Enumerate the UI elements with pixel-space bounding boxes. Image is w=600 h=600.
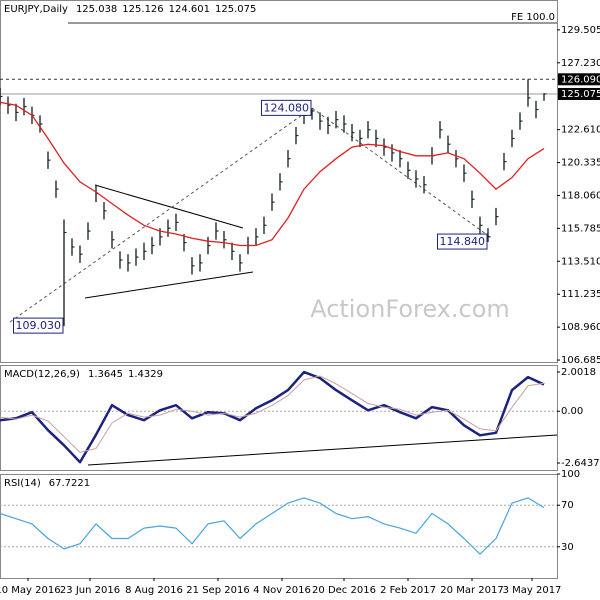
annotation-box (13, 317, 64, 334)
y-tick-label: 106.685 (561, 355, 600, 366)
x-tick-label: 8 Aug 2016 (125, 585, 183, 596)
x-tick-label: 10 May 2016 (0, 585, 61, 596)
dashed-trend (311, 107, 491, 238)
y-tick-label: 108.960 (561, 322, 600, 333)
annotation-label: 124.080 (264, 101, 310, 114)
panel-title-name: RSI(14) (4, 478, 41, 489)
x-tick-label: 23 Jun 2016 (60, 585, 120, 596)
trendlines (9, 107, 558, 466)
x-tick-label: 3 May 2017 (503, 585, 562, 596)
price-panel (0, 0, 558, 363)
y-tick-label: 30 (561, 542, 574, 553)
y-tick-label: 70 (561, 500, 574, 511)
header-value: 1.4329 (128, 369, 163, 380)
header-value: 125.075 (215, 4, 256, 15)
indicator-line (0, 370, 545, 464)
header-value: 125.126 (122, 4, 163, 15)
header-value: 67.7221 (49, 478, 90, 489)
macd-trendline (87, 434, 558, 466)
annotation-box (437, 233, 488, 250)
macd-panel (0, 365, 558, 471)
fe-label: FE 100.0 (511, 12, 555, 23)
annotation-label: 109.030 (16, 319, 62, 332)
watermark: ActionForex.com (310, 295, 510, 323)
y-tick-label: 129.505 (561, 25, 600, 36)
x-tick-label: 4 Nov 2016 (253, 585, 311, 596)
y-tick-label: 111.235 (561, 289, 600, 300)
x-tick-label: 21 Sep 2016 (186, 585, 249, 596)
header-value: 1.3645 (88, 369, 123, 380)
level-label: 125.075 (561, 89, 600, 100)
y-tick-label: 120.335 (561, 158, 600, 169)
indicator-line (0, 497, 545, 555)
level-label-box (558, 87, 600, 100)
y-tick-label: 118.060 (561, 190, 600, 201)
y-tick-label: 2.0018 (561, 367, 596, 378)
y-tick-label: 115.785 (561, 223, 600, 234)
annotation-label: 114.840 (440, 235, 486, 248)
panel-title: RSI(14) 67.7221 (4, 478, 90, 489)
moving-average (0, 101, 545, 247)
panel-title: EURJPY,Daily 125.038 125.126 124.601 125.075 (4, 4, 256, 15)
header-value: 125.038 (76, 4, 117, 15)
panel-title: MACD(12,26,9) 1.3645 1.4329 (4, 369, 163, 380)
x-tick-label: 20 Dec 2016 (312, 585, 376, 596)
header-value: 124.601 (169, 4, 210, 15)
y-tick-label: 0.00 (561, 406, 583, 417)
x-tick-label: 20 Mar 2017 (440, 585, 503, 596)
rsi-panel (0, 474, 558, 579)
panel-title-name: MACD(12,26,9) (4, 369, 80, 380)
y-tick-label: 100 (561, 469, 580, 480)
triangle-lower (84, 271, 254, 299)
level-label: 126.090 (561, 74, 600, 85)
triangle-upper (94, 184, 244, 229)
y-tick-label: 127.230 (561, 58, 600, 69)
x-tick-label: 2 Feb 2017 (380, 585, 436, 596)
y-tick-label: 113.510 (561, 256, 600, 267)
level-label-box (558, 73, 600, 86)
annotation-box (261, 99, 312, 116)
panel-title-name: EURJPY,Daily (4, 4, 68, 15)
y-tick-label: -2.6437 (561, 458, 600, 469)
dashed-trend (9, 107, 313, 323)
y-tick-label: 122.610 (561, 125, 600, 136)
indicator-line (0, 375, 545, 453)
